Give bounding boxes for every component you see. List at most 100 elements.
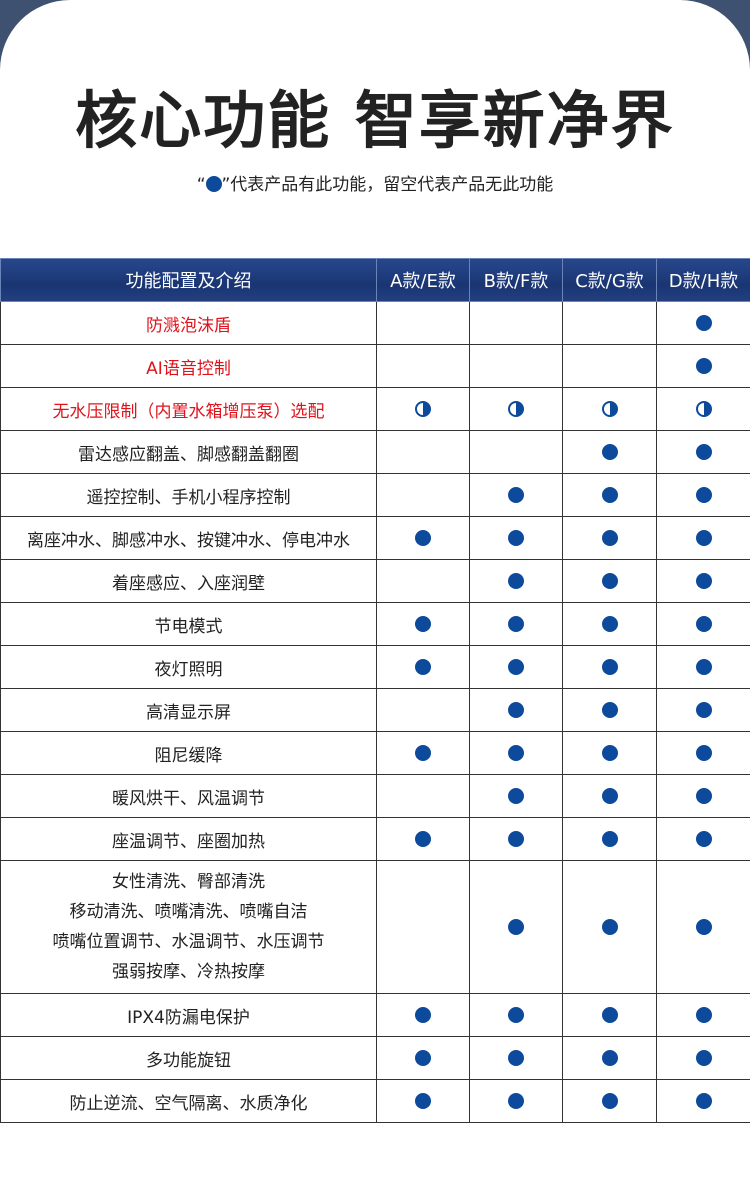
mark-cell (376, 516, 470, 560)
mark-cell (376, 344, 470, 388)
table-row: AI语音控制 (0, 344, 750, 388)
mark-cell (562, 559, 657, 603)
filled-dot-icon (415, 745, 431, 761)
feature-cell: IPX4防漏电保护 (0, 993, 377, 1037)
feature-text: 着座感应、入座润壁 (112, 573, 265, 594)
header-model-cg: C款/G款 (562, 258, 657, 302)
mark-cell (376, 860, 470, 994)
header-model-dh: D款/H款 (656, 258, 750, 302)
feature-text: 无水压限制（内置水箱增压泵）选配 (52, 401, 325, 422)
feature-cell: 女性清洗、臀部清洗 移动清洗、喷嘴清洗、喷嘴自洁 喷嘴位置调节、水温调节、水压调节强… (0, 860, 377, 994)
mark-cell (469, 559, 563, 603)
feature-cell: 高清显示屏 (0, 688, 377, 732)
feature-cell: 多功能旋钮 (0, 1036, 377, 1080)
filled-dot-icon (415, 659, 431, 675)
table-row: 遥控控制、手机小程序控制 (0, 473, 750, 517)
mark-cell (376, 602, 470, 646)
table-row: IPX4防漏电保护 (0, 993, 750, 1037)
filled-dot-icon (415, 616, 431, 632)
mark-cell (562, 993, 657, 1037)
filled-dot-icon (695, 1007, 712, 1023)
filled-dot-icon (508, 919, 524, 935)
filled-dot-icon (508, 1050, 524, 1066)
filled-dot-icon (601, 788, 618, 804)
mark-cell (562, 516, 657, 560)
feature-text: 女性清洗、臀部清洗 (112, 872, 265, 892)
feature-text: 雷达感应翻盖、脚感翻盖翻圈 (78, 444, 299, 465)
mark-cell (562, 688, 657, 732)
feature-cell: 遥控控制、手机小程序控制 (0, 473, 377, 517)
feature-cell: 着座感应、入座润壁 (0, 559, 377, 603)
mark-cell (469, 301, 563, 345)
feature-text: 阻尼缓降 (154, 745, 223, 766)
mark-cell (376, 559, 470, 603)
filled-dot-icon (695, 788, 712, 804)
filled-dot-icon (415, 831, 431, 847)
half-dot-icon (695, 401, 712, 417)
mark-cell (656, 645, 750, 689)
feature-cell: 雷达感应翻盖、脚感翻盖翻圈 (0, 430, 377, 474)
mark-cell (469, 817, 563, 861)
filled-dot-icon (508, 831, 524, 847)
feature-text: 节电模式 (154, 616, 223, 637)
feature-cell: 夜灯照明 (0, 645, 377, 689)
table-row: 阻尼缓降 (0, 731, 750, 775)
feature-text: 多功能旋钮 (146, 1050, 231, 1071)
header-model-ae: A款/E款 (376, 258, 470, 302)
table-row: 多功能旋钮 (0, 1036, 750, 1080)
mark-cell (562, 1036, 657, 1080)
filled-dot-icon (508, 487, 524, 503)
filled-dot-icon (695, 487, 712, 503)
filled-dot-icon (508, 702, 524, 718)
feature-cell: 防溅泡沫盾 (0, 301, 377, 345)
dot-icon (205, 176, 222, 192)
filled-dot-icon (695, 358, 712, 374)
filled-dot-icon (695, 444, 712, 460)
table-row: 防溅泡沫盾 (0, 301, 750, 345)
table-row: 暖风烘干、风温调节 (0, 774, 750, 818)
feature-cell: 阻尼缓降 (0, 731, 377, 775)
mark-cell (656, 1036, 750, 1080)
mark-cell (562, 473, 657, 517)
mark-cell (469, 344, 563, 388)
feature-cell: 无水压限制（内置水箱增压泵）选配 (0, 387, 377, 431)
filled-dot-icon (695, 702, 712, 718)
feature-text: 喷嘴位置调节、水温调节、水压调节 (52, 932, 325, 952)
legend-quote: “ (196, 175, 206, 195)
filled-dot-icon (695, 745, 712, 761)
mark-cell (469, 473, 563, 517)
filled-dot-icon (508, 530, 524, 546)
filled-dot-icon (695, 919, 712, 935)
mark-cell (376, 387, 470, 431)
mark-cell (562, 387, 657, 431)
table-row: 雷达感应翻盖、脚感翻盖翻圈 (0, 430, 750, 474)
mark-cell (469, 602, 563, 646)
filled-dot-icon (415, 530, 431, 546)
half-dot-icon (601, 401, 618, 417)
filled-dot-icon (601, 659, 618, 675)
mark-cell (469, 774, 563, 818)
filled-dot-icon (508, 1093, 524, 1109)
mark-cell (562, 344, 657, 388)
mark-cell (376, 473, 470, 517)
mark-cell (376, 817, 470, 861)
mark-cell (656, 993, 750, 1037)
feature-cell: 防止逆流、空气隔离、水质净化 (0, 1079, 377, 1123)
mark-cell (376, 731, 470, 775)
table-row: 夜灯照明 (0, 645, 750, 689)
mark-cell (656, 430, 750, 474)
filled-dot-icon (415, 1093, 431, 1109)
mark-cell (469, 1079, 563, 1123)
filled-dot-icon (601, 487, 618, 503)
feature-text: 座温调节、座圈加热 (112, 831, 265, 852)
filled-dot-icon (508, 788, 524, 804)
mark-cell (562, 602, 657, 646)
legend-text: ”代表产品有此功能，留空代表产品无此功能 (221, 175, 554, 195)
mark-cell (469, 387, 563, 431)
table-row: 节电模式 (0, 602, 750, 646)
feature-text: IPX4防漏电保护 (127, 1007, 250, 1028)
feature-text: 移动清洗、喷嘴清洗、喷嘴自洁 (69, 902, 308, 922)
filled-dot-icon (601, 1050, 618, 1066)
mark-cell (656, 731, 750, 775)
